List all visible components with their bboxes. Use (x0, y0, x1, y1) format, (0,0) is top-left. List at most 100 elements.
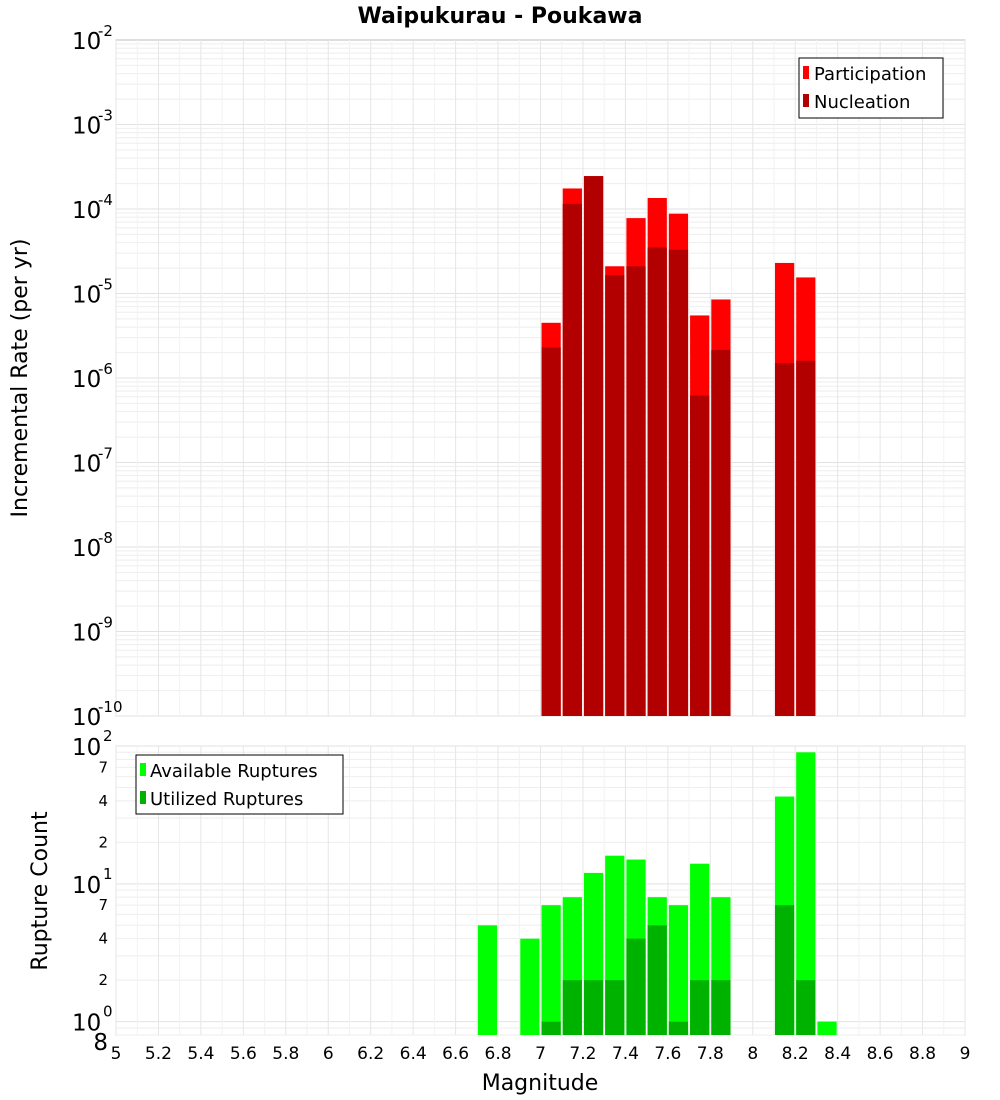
utilized-ruptures-bar (668, 1021, 689, 1035)
x-tick-label: 7 (535, 1044, 546, 1064)
nucleation-bar (583, 176, 604, 716)
x-tick-label: 5.4 (187, 1044, 214, 1064)
x-tick-label: 8.6 (867, 1044, 894, 1064)
count-legend-box (135, 754, 344, 815)
available-ruptures-bar (477, 925, 498, 1035)
nucleation-bar (647, 247, 667, 716)
svg-text:10: 10 (72, 367, 101, 393)
nucleation-bar (541, 347, 561, 716)
svg-text:10: 10 (72, 1011, 101, 1037)
count-y-axis-label: Rupture Count (28, 811, 53, 971)
x-tick-label: 8.2 (782, 1044, 809, 1064)
utilized-ruptures-bar (562, 980, 582, 1035)
x-tick-label: 5.8 (272, 1044, 299, 1064)
available-ruptures-bar (796, 752, 816, 1035)
count-y-tick-label: 10 0 (72, 1003, 113, 1037)
svg-text:-10: -10 (98, 698, 123, 716)
x-tick-label: 6.6 (442, 1044, 469, 1064)
svg-text:2: 2 (103, 727, 113, 745)
count-y-tick-label: 10 2 (72, 727, 113, 761)
utilized-ruptures-bar (690, 980, 710, 1035)
svg-text:10: 10 (72, 114, 101, 140)
x-tick-label: 6.4 (400, 1044, 427, 1064)
svg-text:-4: -4 (98, 191, 113, 209)
rate-legend: Participation Nucleation (798, 57, 944, 119)
svg-text:10: 10 (72, 198, 101, 224)
count-y-minor-tick-label: 2 (98, 833, 108, 851)
utilized-ruptures-bar (626, 938, 646, 1035)
x-tick-label: 6 (323, 1044, 334, 1064)
rate-y-tick-label: 10-9 (72, 614, 113, 647)
x-tick-label: 7.6 (654, 1044, 681, 1064)
svg-text:0: 0 (103, 1003, 113, 1021)
nucleation-swatch (803, 94, 809, 107)
svg-text:-7: -7 (98, 445, 113, 463)
rate-y-axis-label: Incremental Rate (per yr) (8, 239, 33, 518)
rate-panel: 10-210-310-410-510-610-710-810-910-10 In… (8, 22, 966, 731)
svg-text:-9: -9 (98, 614, 113, 632)
x-tick-label: 7.8 (697, 1044, 724, 1064)
svg-text:10: 10 (72, 29, 101, 55)
utilized-ruptures-bar (583, 980, 604, 1035)
nucleation-bar (626, 266, 646, 716)
x-tick-label: 7.2 (569, 1044, 596, 1064)
count-bars (477, 752, 837, 1035)
svg-text:-3: -3 (98, 107, 113, 125)
rate-y-tick-label: 10-10 (72, 698, 123, 731)
svg-text:10: 10 (72, 735, 101, 761)
available-ruptures-bar (520, 938, 540, 1035)
x-tick-label: 5.2 (145, 1044, 172, 1064)
count-y-tick-label: 10 1 (72, 865, 113, 899)
available-ruptures-bar (668, 905, 689, 1035)
svg-text:10: 10 (72, 873, 101, 899)
participation-swatch (803, 66, 809, 79)
nucleation-bar (562, 203, 582, 716)
x-tick-label: 8 (747, 1044, 758, 1064)
chart-title: Waipukurau - Poukawa (358, 4, 643, 29)
nucleation-bar (668, 249, 689, 716)
available-ruptures-bar (817, 1021, 837, 1035)
available-legend-label: Available Ruptures (150, 761, 318, 782)
utilized-ruptures-bar (541, 1021, 561, 1035)
svg-text:-6: -6 (98, 360, 113, 378)
count-y-minor-tick-label: 4 (98, 792, 108, 810)
rate-y-tick-label: 10-3 (72, 107, 113, 140)
rate-y-tick-label: 10-5 (72, 276, 113, 309)
utilized-swatch (140, 791, 146, 804)
count-y-minor-tick-label: 8 (93, 1030, 108, 1056)
nucleation-bar (774, 363, 795, 716)
x-tick-label: 9 (960, 1044, 971, 1064)
count-y-minor-tick-label: 2 (98, 971, 108, 989)
x-tick-label: 7.4 (612, 1044, 639, 1064)
rate-y-ticks: 10-210-310-410-510-610-710-810-910-10 (72, 22, 123, 731)
rate-y-tick-label: 10-7 (72, 445, 113, 478)
svg-text:-8: -8 (98, 529, 113, 547)
x-tick-label: 8.4 (824, 1044, 851, 1064)
utilized-ruptures-bar (774, 905, 795, 1035)
rate-bars (541, 176, 816, 717)
x-axis-label: Magnitude (482, 1071, 599, 1096)
rate-y-tick-label: 10-8 (72, 529, 113, 562)
svg-text:10: 10 (72, 621, 101, 647)
available-ruptures-bar (541, 905, 561, 1035)
x-tick-label: 6.2 (357, 1044, 384, 1064)
utilized-ruptures-bar (796, 980, 816, 1035)
svg-text:-2: -2 (98, 22, 113, 40)
x-tick-label: 5 (111, 1044, 122, 1064)
rate-grid (115, 40, 966, 717)
svg-text:10: 10 (72, 452, 101, 478)
x-tick-label: 6.8 (485, 1044, 512, 1064)
svg-text:1: 1 (103, 865, 113, 883)
rate-y-tick-label: 10-6 (72, 360, 113, 393)
svg-text:10: 10 (72, 283, 101, 309)
x-tick-label: 5.6 (230, 1044, 257, 1064)
svg-text:10: 10 (72, 536, 101, 562)
utilized-ruptures-bar (605, 980, 625, 1035)
utilized-legend-label: Utilized Ruptures (150, 789, 303, 810)
svg-text:-5: -5 (98, 276, 113, 294)
x-ticks: 5 5.2 5.4 5.6 5.8 6 6.2 6.4 6.6 6.8 7 7.2 7.4 7.6 7.8 8… (111, 1044, 971, 1064)
svg-text:10: 10 (72, 705, 101, 731)
